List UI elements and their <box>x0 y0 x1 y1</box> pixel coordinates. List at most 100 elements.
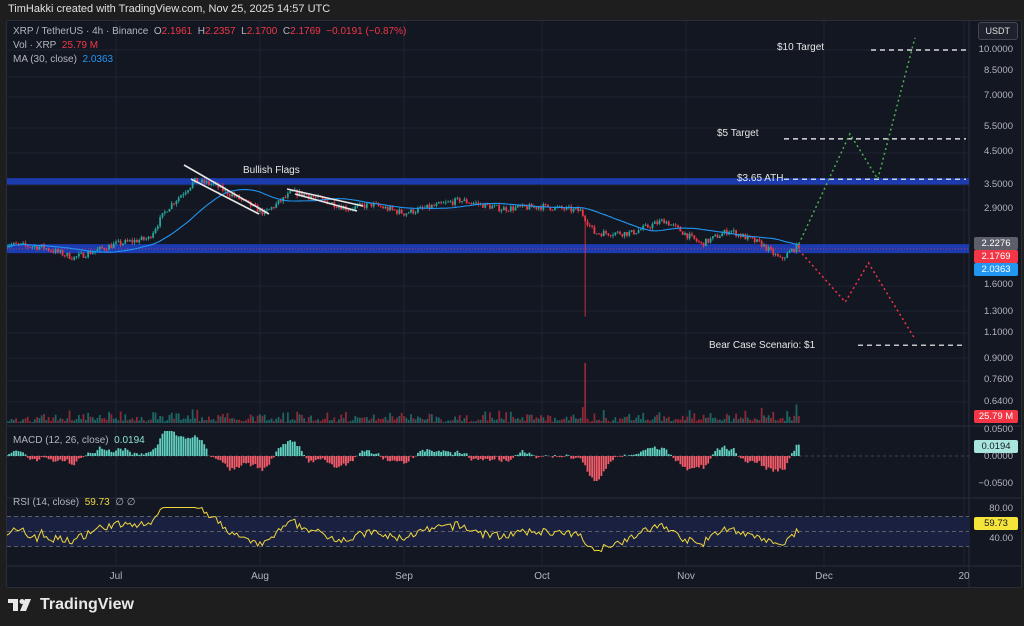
macd-bar <box>688 456 691 469</box>
symbol-legend[interactable]: XRP / TetherUS · 4h · Binance O2.1961 H2… <box>13 26 406 37</box>
high-price-tag: 2.2276 <box>974 237 1018 250</box>
macd-bar <box>398 456 401 462</box>
candle-body <box>454 198 456 205</box>
volume-bar <box>746 417 749 423</box>
macd-bar <box>45 456 48 458</box>
change-value: −0.0191 (−0.87%) <box>326 26 407 37</box>
chart-canvas[interactable] <box>7 21 1021 587</box>
candle-body <box>516 205 519 208</box>
candle-body <box>716 234 719 238</box>
macd-bar <box>790 453 793 456</box>
tradingview-logo[interactable]: TradingView <box>8 596 134 614</box>
volume-bar <box>598 419 600 423</box>
macd-bar <box>217 456 220 460</box>
macd-bar <box>57 456 59 461</box>
macd-bar <box>291 441 294 456</box>
macd-bar <box>707 456 710 464</box>
candle-body <box>87 251 90 258</box>
macd-bar <box>368 450 371 456</box>
candle-body <box>175 201 178 205</box>
macd-bar <box>361 450 364 456</box>
candle-body <box>509 206 512 212</box>
volume-bar <box>145 421 148 423</box>
candle-body <box>117 240 120 242</box>
volume-bar <box>212 419 215 423</box>
macd-bar <box>142 454 145 456</box>
chart-frame[interactable]: XRP / TetherUS · 4h · Binance O2.1961 H2… <box>6 20 1022 588</box>
annotation-bullish-flags: Bullish Flags <box>243 165 300 176</box>
volume-bar <box>156 419 159 423</box>
candle-body <box>535 206 538 209</box>
volume-bar <box>226 413 229 423</box>
macd-bar <box>528 452 531 456</box>
volume-bar <box>665 418 668 423</box>
volume-bar <box>368 420 371 423</box>
macd-bar <box>347 456 350 464</box>
volume-bar <box>651 419 654 423</box>
volume-bar <box>405 417 408 423</box>
volume-bar <box>52 417 55 423</box>
candle-body <box>772 249 775 255</box>
macd-bar <box>140 453 143 456</box>
volume-bar <box>154 412 157 423</box>
candle-body <box>400 209 403 214</box>
macd-bar <box>270 456 273 459</box>
macd-bar <box>61 456 64 462</box>
volume-bar <box>607 420 610 423</box>
volume-bar <box>50 421 52 423</box>
macd-bar <box>565 454 568 456</box>
macd-bar <box>605 456 607 469</box>
candle-body <box>270 207 273 210</box>
candle-body <box>472 202 475 204</box>
currency-button[interactable]: USDT <box>977 22 1018 40</box>
volume-bar <box>305 421 308 423</box>
macd-bar <box>489 456 491 461</box>
macd-bar <box>112 452 115 456</box>
macd-bar <box>533 455 535 456</box>
candle-body <box>210 184 213 185</box>
candle-body <box>314 196 317 198</box>
volume-bar <box>77 414 80 423</box>
volume-bar <box>307 417 310 423</box>
volume-bar <box>584 363 587 423</box>
macd-bar <box>126 449 129 456</box>
volume-bar <box>73 420 76 423</box>
candle-body <box>84 257 87 258</box>
candle-body <box>338 206 340 208</box>
volume-tag: 25.79 M <box>974 410 1018 423</box>
volume-bar <box>723 418 726 423</box>
volume-legend[interactable]: Vol · XRP 25.79 M <box>13 40 98 51</box>
volume-bar <box>386 419 389 423</box>
volume-bar <box>419 417 422 423</box>
candle-body <box>526 206 528 210</box>
macd-bar <box>240 456 243 466</box>
candle-body <box>572 208 575 212</box>
macd-legend[interactable]: MACD (12, 26, close) 0.0194 <box>13 435 145 446</box>
time-label: 20 <box>958 571 970 582</box>
volume-bar <box>440 419 443 423</box>
macd-bar <box>59 456 62 460</box>
header-credit: TimHakki created with TradingView.com, N… <box>8 3 331 15</box>
macd-bar <box>68 456 71 464</box>
macd-bar <box>774 456 777 470</box>
volume-bar <box>509 411 512 423</box>
volume-bar <box>361 417 364 423</box>
last-price-tag: 2.1769 <box>974 250 1018 263</box>
candle-body <box>639 229 642 231</box>
macd-bar <box>319 456 322 460</box>
volume-bar <box>103 418 106 423</box>
candle-body <box>370 202 373 207</box>
macd-bar <box>17 451 20 456</box>
candle-body <box>391 206 394 210</box>
rsi-legend[interactable]: RSI (14, close) 59.73 ∅ ∅ <box>13 497 136 508</box>
volume-bar <box>168 414 171 423</box>
candle-body <box>363 204 366 208</box>
candle-body <box>788 251 791 253</box>
volume-bar <box>465 415 468 423</box>
candle-body <box>19 243 22 245</box>
candle-body <box>147 236 150 239</box>
macd-bar <box>187 437 189 456</box>
volume-bar <box>588 421 591 423</box>
candle-body <box>159 217 162 227</box>
ma-legend[interactable]: MA (30, close) 2.0363 <box>13 54 113 65</box>
